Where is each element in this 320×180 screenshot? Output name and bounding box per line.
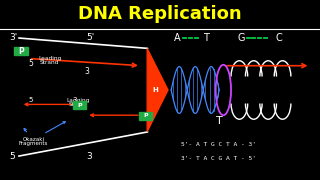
Text: 5': 5' — [86, 33, 95, 42]
Text: P: P — [77, 103, 82, 108]
Polygon shape — [147, 49, 168, 131]
Text: H: H — [152, 87, 158, 93]
Text: 3'- T A C G A T - 5': 3'- T A C G A T - 5' — [181, 156, 256, 161]
Text: 3: 3 — [72, 97, 76, 103]
Text: P: P — [19, 47, 24, 56]
Text: DNA Replication: DNA Replication — [78, 5, 242, 23]
Text: C: C — [275, 33, 282, 43]
FancyBboxPatch shape — [14, 47, 28, 55]
Text: P: P — [143, 113, 148, 118]
Text: T: T — [204, 33, 209, 43]
Text: 5: 5 — [10, 152, 15, 161]
Text: Strand: Strand — [69, 102, 88, 107]
FancyBboxPatch shape — [73, 101, 86, 109]
Text: Fragments: Fragments — [19, 141, 48, 146]
Text: 3: 3 — [85, 67, 90, 76]
Text: 5'- A T G C T A - 3': 5'- A T G C T A - 3' — [181, 141, 256, 147]
Text: 5: 5 — [29, 59, 34, 68]
Text: Okazaki: Okazaki — [23, 137, 44, 142]
Text: T: T — [216, 116, 223, 126]
FancyBboxPatch shape — [139, 112, 152, 120]
Text: G: G — [238, 33, 245, 43]
Text: 3: 3 — [86, 152, 92, 161]
Text: Lagging: Lagging — [67, 98, 90, 103]
Text: 5: 5 — [29, 97, 33, 103]
Text: 3': 3' — [10, 33, 18, 42]
Text: Leading: Leading — [38, 56, 61, 61]
Text: Strand: Strand — [40, 60, 59, 65]
Text: A: A — [174, 33, 181, 43]
